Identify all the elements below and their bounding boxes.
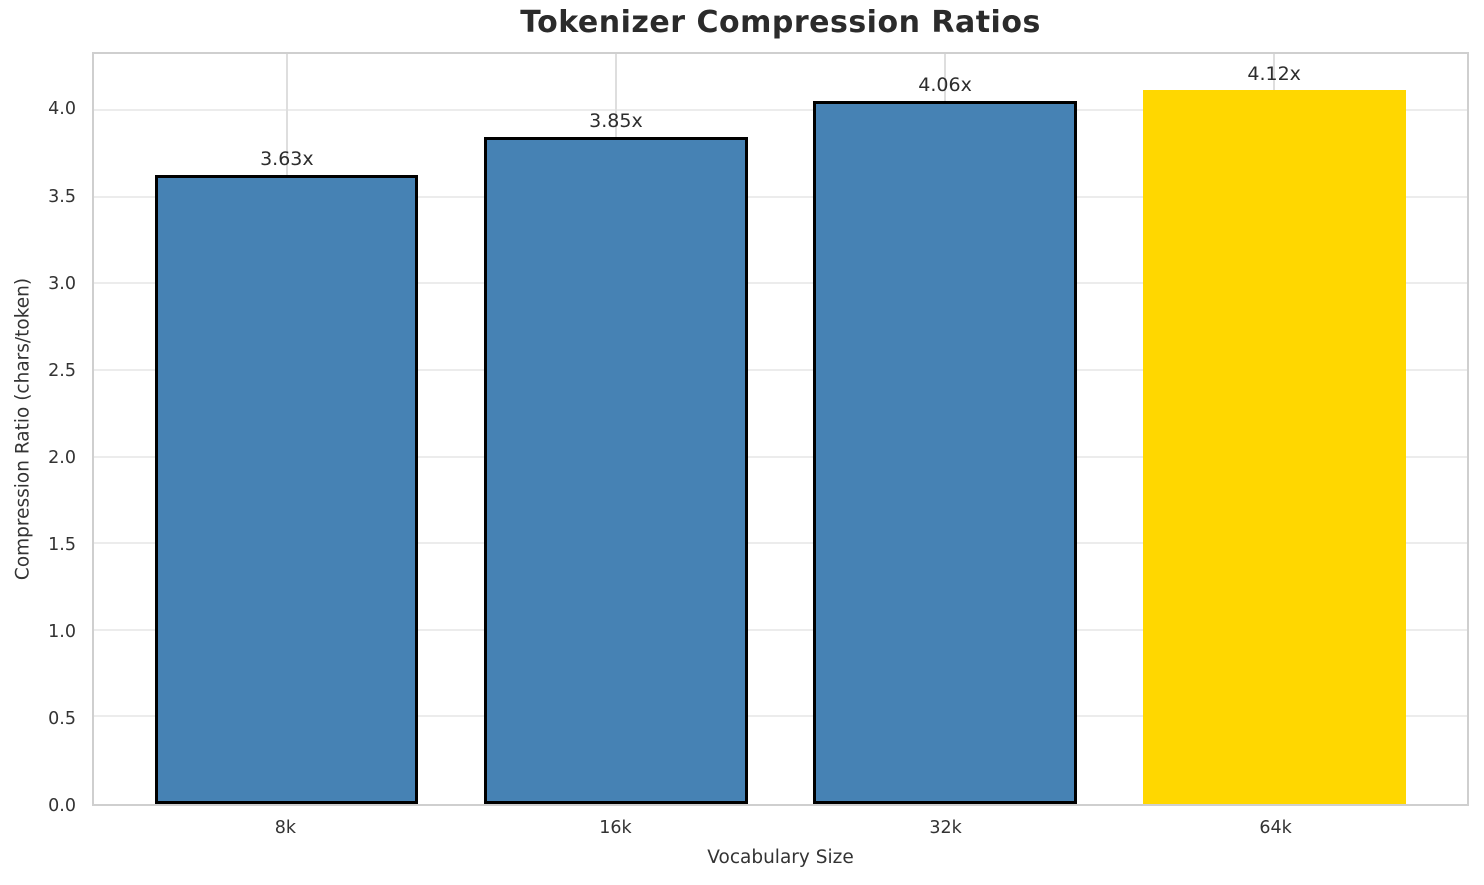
y-tick-label: 3.0	[48, 273, 76, 294]
y-tick-label: 2.0	[48, 447, 76, 468]
plot-area: 3.63x 3.85x 4.06x 4.12x	[92, 52, 1469, 806]
chart-title: Tokenizer Compression Ratios	[520, 5, 1041, 40]
h-gridline	[94, 282, 1467, 285]
x-tick-label-16k: 16k	[599, 818, 632, 838]
x-tick-label-32k: 32k	[929, 818, 962, 838]
bar-value-label-64k: 4.12x	[1247, 63, 1301, 86]
h-gridline	[94, 628, 1467, 631]
bar-value-label-16k: 3.85x	[589, 110, 643, 133]
h-gridline	[94, 368, 1467, 371]
h-gridline	[94, 109, 1467, 112]
x-tick-label-64k: 64k	[1259, 818, 1292, 838]
y-tick-label: 2.5	[48, 360, 76, 381]
h-gridline	[94, 195, 1467, 198]
bar-16k	[484, 137, 748, 804]
y-tick-label: 1.5	[48, 534, 76, 555]
bar-64k	[1142, 90, 1406, 804]
bar-value-label-8k: 3.63x	[260, 148, 314, 171]
y-tick-label: 3.5	[48, 186, 76, 207]
h-gridline	[94, 715, 1467, 718]
bar-32k	[813, 100, 1077, 804]
y-tick-label: 1.0	[48, 621, 76, 642]
y-tick-label: 0.5	[48, 708, 76, 729]
x-axis-label: Vocabulary Size	[707, 847, 854, 868]
h-gridline	[94, 455, 1467, 458]
y-tick-label: 4.0	[48, 99, 76, 120]
y-tick-label: 0.0	[48, 796, 76, 816]
h-gridline	[94, 542, 1467, 545]
bar-value-label-32k: 4.06x	[918, 73, 972, 96]
x-tick-label-8k: 8k	[274, 818, 297, 838]
bar-8k	[155, 175, 419, 804]
